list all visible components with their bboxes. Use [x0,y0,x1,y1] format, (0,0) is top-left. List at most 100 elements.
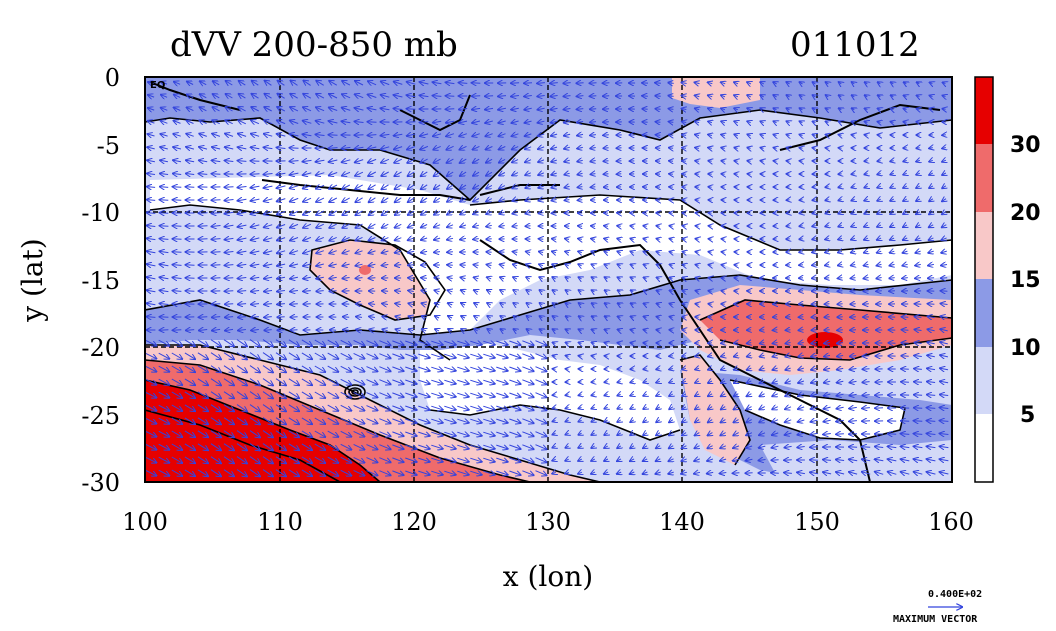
wind-vector [173,134,181,136]
wind-vector [890,212,894,214]
wind-vector [721,121,725,122]
wind-vector [434,252,441,253]
wind-vector [683,239,686,240]
wind-vector [852,82,855,84]
wind-vector [460,146,467,149]
wind-vector [459,109,468,110]
wind-vector [865,135,868,136]
wind-vector [942,186,946,188]
wind-vector [316,224,325,228]
wind-vector [408,224,415,227]
wind-vector [212,147,221,149]
wind-vector [407,95,416,97]
wind-vector [578,239,582,240]
wind-vector [512,226,517,227]
wind-vector [290,224,299,227]
wind-vector [566,277,569,279]
wind-vector [709,252,712,253]
wind-vector [381,159,390,162]
wind-vector [917,82,920,83]
wind-vector [618,343,621,344]
wind-vector [186,174,195,175]
wind-vector [277,148,286,149]
wind-vector [695,135,699,136]
wind-vector [277,94,285,99]
wind-vector [394,109,403,110]
wind-vector [473,146,480,149]
wind-vector [147,200,156,201]
wind-vector [447,278,452,279]
wind-vector [277,199,286,202]
wind-vector [525,186,530,188]
wind-vector [565,251,569,252]
wind-vector [564,121,571,122]
y-tick-label: -10 [81,199,120,227]
wind-vector [473,185,480,188]
wind-vector [538,186,543,188]
wind-vector [499,134,506,137]
wind-vector [238,238,247,240]
wind-vector [278,81,285,86]
wind-vector [355,122,364,123]
wind-vector [290,148,299,149]
wind-vector [434,211,441,214]
wind-vector [682,135,686,136]
wind-vector [708,108,712,109]
wind-vector [852,122,855,123]
wind-vector [356,264,363,266]
wind-vector [290,277,298,278]
wind-vector [591,239,595,240]
wind-vector [447,225,454,227]
wind-vector [251,107,259,111]
wind-vector [774,108,777,110]
wind-vector [903,161,906,162]
wind-vector [838,212,841,213]
wind-vector [877,199,880,201]
wind-vector [251,225,260,227]
wind-vector [551,186,556,187]
wind-vector [212,226,221,227]
wind-vector [434,185,441,189]
wind-vector [812,265,816,266]
wind-vector [890,251,895,253]
wind-vector [708,161,711,162]
wind-vector [446,82,455,83]
wind-vector [420,159,428,163]
wind-vector [539,277,542,279]
wind-vector [316,160,325,162]
wind-vector [447,172,454,176]
wind-vector [264,225,273,228]
wind-vector [734,148,737,149]
wind-vector [238,120,247,124]
wind-vector [394,134,403,136]
wind-vector [434,278,440,279]
wind-vector [329,185,338,189]
wind-vector [644,252,647,253]
wind-vector [264,147,273,148]
wind-vector [734,134,737,135]
wind-vector [538,160,545,162]
x-tick-label: 100 [122,508,168,536]
wind-vector [239,94,246,98]
wind-vector [800,95,803,97]
wind-vector [773,82,776,84]
wind-vector [670,252,673,253]
wind-vector [173,304,182,305]
wind-vector [199,120,207,123]
wind-vector [760,121,763,122]
wind-vector [199,317,208,318]
wind-vector [695,121,699,122]
wind-vector [486,159,493,162]
wind-vector [160,213,169,214]
wind-vector [903,186,907,188]
wind-vector [474,265,479,266]
wind-vector [864,264,869,265]
wind-vector [643,226,646,227]
wind-vector [512,147,519,150]
wind-vector [447,185,454,189]
wind-vector [590,109,597,110]
wind-vector [904,109,907,110]
wind-vector [290,198,299,201]
wind-vector [329,277,337,278]
wind-vector [578,200,583,201]
